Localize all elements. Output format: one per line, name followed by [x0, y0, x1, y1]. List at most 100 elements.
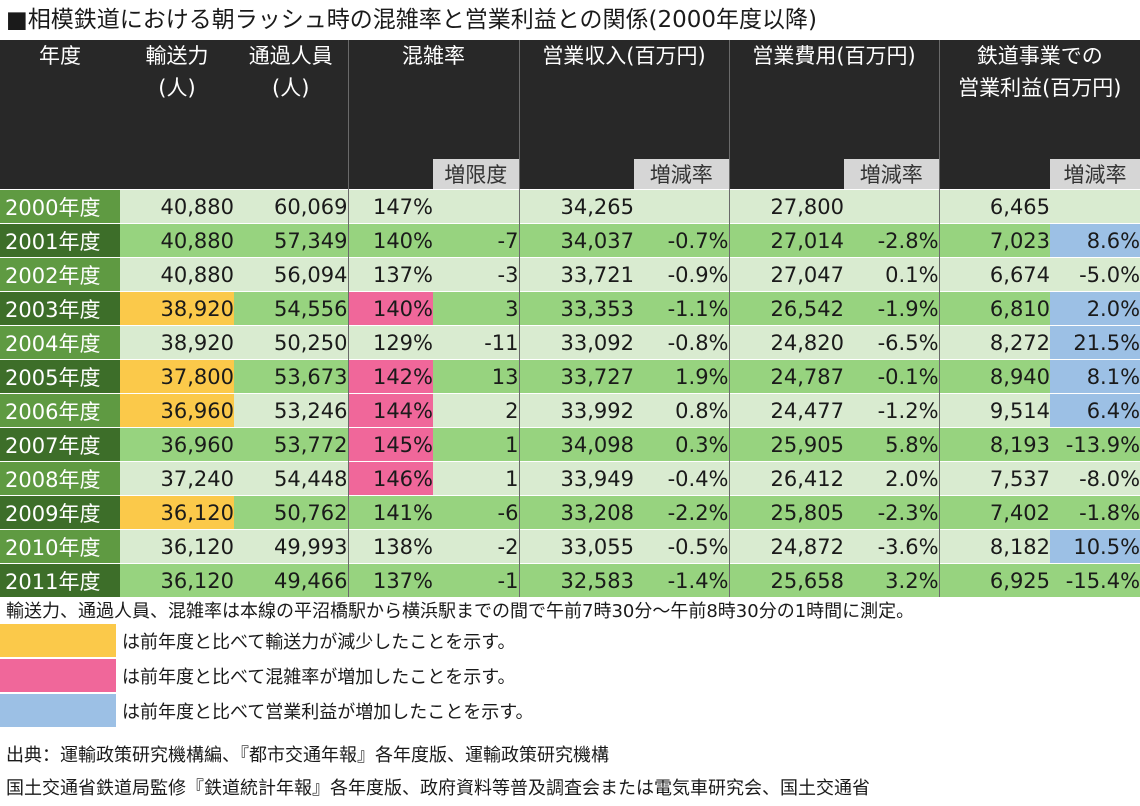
congestion-cell: 142% — [347, 359, 433, 394]
capacity-cell: 37,240 — [120, 461, 234, 496]
revenue-cell: 33,353 — [518, 291, 634, 326]
year-cell: 2000年度 — [0, 189, 120, 224]
capacity-cell: 36,120 — [120, 495, 234, 530]
revenue-cell: 33,092 — [518, 325, 634, 360]
table-row: 2011年度 36,120 49,466 137% -1 32,583 -1.4% 25,65… — [0, 563, 1140, 597]
congestion-cell: 137% — [347, 257, 433, 292]
profit-rate-cell — [1050, 189, 1140, 224]
capacity-cell: 40,880 — [120, 189, 234, 224]
congestion-cell: 141% — [347, 495, 433, 530]
header-profit: 鉄道事業での 営業利益(百万円) — [938, 40, 1140, 159]
year-cell: 2009年度 — [0, 495, 120, 530]
congestion-change-cell: -7 — [433, 223, 519, 258]
expenses-cell: 26,412 — [728, 461, 845, 496]
revenue-rate-cell: 0.3% — [634, 427, 730, 462]
subheader-profit-rate: 増減率 — [1050, 159, 1140, 190]
expenses-rate-cell: -2.3% — [844, 495, 940, 530]
expenses-cell: 27,047 — [728, 257, 845, 292]
profit-cell: 6,465 — [938, 189, 1051, 224]
passengers-cell: 50,250 — [234, 325, 348, 360]
profit-rate-cell: 2.0% — [1050, 291, 1140, 326]
data-table: 年度 輸送力 (人) 通過人員 (人) 混雑率 営業収入(百万円) 営業費用(百万円… — [0, 40, 1140, 597]
expenses-cell: 25,905 — [728, 427, 845, 462]
congestion-change-cell: -1 — [433, 563, 519, 597]
table-row: 2001年度 40,880 57,349 140% -7 34,037 -0.7% 27,01… — [0, 223, 1140, 258]
revenue-cell: 33,727 — [518, 359, 634, 394]
expenses-rate-cell: -1.2% — [844, 393, 940, 428]
header-expenses: 営業費用(百万円) — [728, 40, 940, 159]
passengers-cell: 57,349 — [234, 223, 348, 258]
expenses-cell: 25,805 — [728, 495, 845, 530]
revenue-cell: 32,583 — [518, 563, 634, 597]
legend-text: は前年度と比べて輸送力が減少したことを示す。 — [122, 631, 516, 653]
passengers-cell: 60,069 — [234, 189, 348, 224]
congestion-cell: 147% — [347, 189, 433, 224]
header-revenue: 営業収入(百万円) — [518, 40, 730, 159]
profit-rate-cell: -5.0% — [1050, 257, 1140, 292]
expenses-cell: 25,658 — [728, 563, 845, 597]
revenue-rate-cell: -0.7% — [634, 223, 730, 258]
table-row: 2003年度 38,920 54,556 140% 3 33,353 -1.1% 26,542… — [0, 291, 1140, 326]
congestion-change-cell: -6 — [433, 495, 519, 530]
revenue-rate-cell: -1.4% — [634, 563, 730, 597]
congestion-change-cell: -3 — [433, 257, 519, 292]
revenue-cell: 34,037 — [518, 223, 634, 258]
subheader-congestion-change: 増限度 — [433, 159, 519, 190]
table-row: 2004年度 38,920 50,250 129% -11 33,092 -0.8% 24,8… — [0, 325, 1140, 360]
revenue-rate-cell: -0.4% — [634, 461, 730, 496]
table-row: 2010年度 36,120 49,993 138% -2 33,055 -0.5% 24,87… — [0, 529, 1140, 564]
profit-cell: 8,193 — [938, 427, 1051, 462]
table-row: 2000年度 40,880 60,069 147% 34,265 27,800 6,465 — [0, 189, 1140, 224]
congestion-cell: 146% — [347, 461, 433, 496]
capacity-cell: 36,960 — [120, 427, 234, 462]
profit-rate-cell: -8.0% — [1050, 461, 1140, 496]
expenses-cell: 24,787 — [728, 359, 845, 394]
expenses-rate-cell: -6.5% — [844, 325, 940, 360]
revenue-cell: 34,098 — [518, 427, 634, 462]
expenses-rate-cell: -3.6% — [844, 529, 940, 564]
revenue-rate-cell: -2.2% — [634, 495, 730, 530]
profit-cell: 6,925 — [938, 563, 1051, 597]
year-cell: 2002年度 — [0, 257, 120, 292]
passengers-cell: 53,772 — [234, 427, 348, 462]
capacity-cell: 38,920 — [120, 325, 234, 360]
year-cell: 2007年度 — [0, 427, 120, 462]
revenue-rate-cell — [634, 189, 730, 224]
table-row: 2008年度 37,240 54,448 146% 1 33,949 -0.4% 26,412… — [0, 461, 1140, 496]
expenses-rate-cell: -0.1% — [844, 359, 940, 394]
capacity-cell: 40,880 — [120, 257, 234, 292]
header-capacity: 輸送力 (人) — [120, 40, 234, 190]
expenses-rate-cell: 2.0% — [844, 461, 940, 496]
header-passengers: 通過人員 (人) — [234, 40, 348, 190]
passengers-cell: 49,466 — [234, 563, 348, 597]
year-cell: 2003年度 — [0, 291, 120, 326]
congestion-cell: 129% — [347, 325, 433, 360]
subheader-row: 増限度 増減率 増減率 増減率 — [0, 159, 1140, 190]
capacity-cell: 36,960 — [120, 393, 234, 428]
year-cell: 2008年度 — [0, 461, 120, 496]
table-body: 年度 輸送力 (人) 通過人員 (人) 混雑率 営業収入(百万円) 営業費用(百万円… — [0, 40, 1140, 597]
profit-cell: 7,537 — [938, 461, 1051, 496]
profit-cell: 8,940 — [938, 359, 1051, 394]
capacity-cell: 37,800 — [120, 359, 234, 394]
congestion-change-cell: 1 — [433, 461, 519, 496]
profit-rate-cell: -13.9% — [1050, 427, 1140, 462]
profit-cell: 6,810 — [938, 291, 1051, 326]
legend-congestion-increase: は前年度と比べて混雑率が増加したことを示す。 — [0, 659, 515, 692]
passengers-cell: 53,246 — [234, 393, 348, 428]
table-row: 2005年度 37,800 53,673 142% 13 33,727 1.9% 24,787… — [0, 359, 1140, 394]
congestion-change-cell: -2 — [433, 529, 519, 564]
table-row: 2007年度 36,960 53,772 145% 1 34,098 0.3% 25,905 5… — [0, 427, 1140, 462]
year-cell: 2005年度 — [0, 359, 120, 394]
expenses-cell: 27,014 — [728, 223, 845, 258]
congestion-cell: 138% — [347, 529, 433, 564]
legend-swatch-yellow — [0, 624, 116, 657]
legend-swatch-pink — [0, 659, 116, 692]
year-cell: 2006年度 — [0, 393, 120, 428]
header-row: 年度 輸送力 (人) 通過人員 (人) 混雑率 営業収入(百万円) 営業費用(百万円… — [0, 40, 1140, 190]
capacity-cell: 40,880 — [120, 223, 234, 258]
profit-rate-cell: 8.6% — [1050, 223, 1140, 258]
expenses-cell: 27,800 — [728, 189, 845, 224]
header-year: 年度 — [0, 40, 120, 190]
profit-cell: 7,023 — [938, 223, 1051, 258]
